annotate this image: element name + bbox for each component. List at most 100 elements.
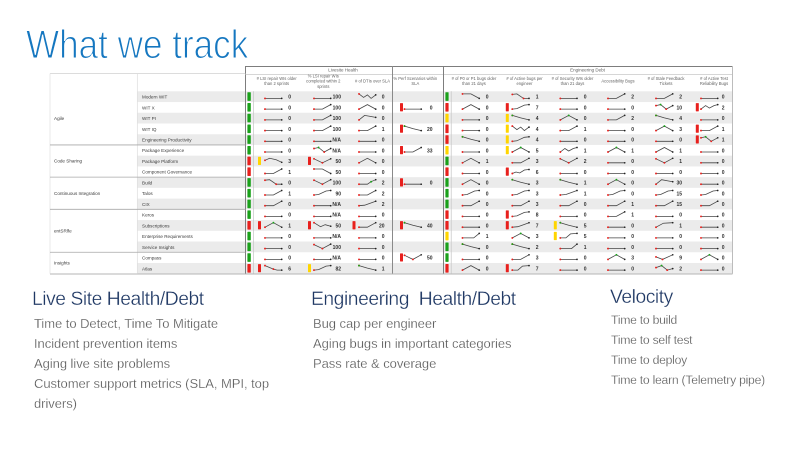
svg-text:0: 0	[631, 138, 634, 144]
svg-text:Agile: Agile	[54, 116, 65, 121]
svg-text:3: 3	[288, 159, 291, 165]
svg-text:N/A: N/A	[332, 256, 341, 262]
svg-text:1: 1	[584, 181, 587, 187]
svg-text:0: 0	[722, 245, 725, 251]
svg-text:2: 2	[679, 266, 682, 272]
svg-text:# of P0 or P1 bugs older: # of P0 or P1 bugs older	[452, 76, 497, 81]
svg-text:100: 100	[333, 245, 342, 251]
svg-text:15: 15	[676, 202, 682, 208]
svg-text:2: 2	[631, 95, 634, 101]
svg-text:30: 30	[676, 181, 682, 187]
svg-text:0: 0	[288, 245, 291, 251]
svg-text:0: 0	[486, 148, 489, 154]
svg-text:0: 0	[631, 170, 634, 176]
svg-text:3: 3	[536, 234, 539, 240]
svg-text:0: 0	[486, 256, 489, 262]
svg-text:82: 82	[335, 266, 341, 272]
svg-text:7: 7	[536, 105, 539, 111]
svg-text:Component Governance: Component Governance	[142, 170, 192, 175]
svg-text:9: 9	[679, 256, 682, 262]
svg-text:100: 100	[333, 95, 342, 101]
svg-text:1: 1	[288, 170, 291, 176]
svg-text:0: 0	[722, 159, 725, 165]
svg-text:% LSI repair WIs: % LSI repair WIs	[308, 73, 339, 78]
svg-text:0: 0	[486, 95, 489, 101]
svg-text:3: 3	[536, 191, 539, 197]
svg-text:N/A: N/A	[332, 213, 341, 219]
svg-text:WIT PI: WIT PI	[142, 116, 156, 121]
svg-text:90: 90	[335, 191, 341, 197]
svg-text:1: 1	[584, 148, 587, 154]
svg-text:3: 3	[536, 181, 539, 187]
svg-text:0: 0	[584, 213, 587, 219]
svg-text:1: 1	[486, 159, 489, 165]
svg-text:1: 1	[722, 127, 725, 133]
svg-text:N/A: N/A	[332, 148, 341, 154]
svg-text:completed within 2: completed within 2	[306, 79, 341, 84]
svg-text:0: 0	[631, 266, 634, 272]
svg-text:Reliability Bugs: Reliability Bugs	[700, 81, 728, 86]
svg-text:than 2 sprints: than 2 sprints	[264, 81, 289, 86]
svg-text:50: 50	[335, 224, 341, 230]
svg-text:# of Security WIs older: # of Security WIs older	[552, 76, 594, 81]
svg-text:0: 0	[722, 116, 725, 122]
svg-text:Accessibility Bugs: Accessibility Bugs	[601, 79, 634, 84]
svg-text:100: 100	[333, 181, 342, 187]
svg-text:2: 2	[536, 245, 539, 251]
svg-text:50: 50	[427, 256, 433, 262]
svg-text:1: 1	[288, 191, 291, 197]
svg-text:Build: Build	[142, 180, 153, 185]
svg-text:1: 1	[679, 224, 682, 230]
svg-text:2: 2	[631, 116, 634, 122]
svg-text:Modern WIT: Modern WIT	[142, 95, 167, 100]
svg-text:0: 0	[584, 202, 587, 208]
svg-text:0: 0	[382, 105, 385, 111]
svg-text:0: 0	[631, 234, 634, 240]
svg-text:0: 0	[486, 202, 489, 208]
svg-text:0: 0	[584, 266, 587, 272]
svg-text:0: 0	[288, 148, 291, 154]
svg-text:Insights: Insights	[54, 261, 71, 266]
svg-text:0: 0	[722, 95, 725, 101]
svg-text:0: 0	[584, 116, 587, 122]
svg-text:0: 0	[679, 213, 682, 219]
svg-text:0: 0	[288, 127, 291, 133]
svg-text:0: 0	[430, 105, 433, 111]
svg-text:0: 0	[722, 202, 725, 208]
svg-text:0: 0	[631, 224, 634, 230]
svg-text:SLA: SLA	[411, 81, 419, 86]
svg-text:15: 15	[676, 191, 682, 197]
svg-text:N/A: N/A	[332, 138, 341, 144]
svg-text:0: 0	[382, 159, 385, 165]
svg-text:3: 3	[631, 256, 634, 262]
svg-text:5: 5	[584, 224, 587, 230]
svg-text:1: 1	[631, 202, 634, 208]
svg-text:0: 0	[486, 116, 489, 122]
svg-text:33: 33	[427, 148, 433, 154]
svg-text:0: 0	[288, 95, 291, 101]
svg-text:5: 5	[536, 148, 539, 154]
svg-text:Livesite Health: Livesite Health	[328, 68, 358, 73]
svg-text:2: 2	[722, 105, 725, 111]
svg-text:N/A: N/A	[332, 234, 341, 240]
svg-text:0: 0	[722, 266, 725, 272]
svg-text:0: 0	[722, 191, 725, 197]
svg-text:1: 1	[536, 95, 539, 101]
svg-text:2: 2	[382, 191, 385, 197]
svg-text:1: 1	[584, 245, 587, 251]
svg-text:0: 0	[382, 148, 385, 154]
svg-text:0: 0	[631, 105, 634, 111]
svg-text:0: 0	[382, 170, 385, 176]
svg-text:# of Stale Feedback: # of Stale Feedback	[648, 76, 686, 81]
svg-text:50: 50	[335, 170, 341, 176]
svg-text:0: 0	[584, 138, 587, 144]
svg-text:0: 0	[288, 138, 291, 144]
svg-text:0: 0	[631, 191, 634, 197]
svg-text:WIT IQ: WIT IQ	[142, 127, 157, 132]
svg-text:0: 0	[486, 181, 489, 187]
svg-text:0: 0	[584, 256, 587, 262]
svg-text:0: 0	[382, 116, 385, 122]
svg-text:1: 1	[486, 234, 489, 240]
svg-text:0: 0	[288, 256, 291, 262]
svg-text:Enterprise Requirements: Enterprise Requirements	[142, 234, 194, 239]
